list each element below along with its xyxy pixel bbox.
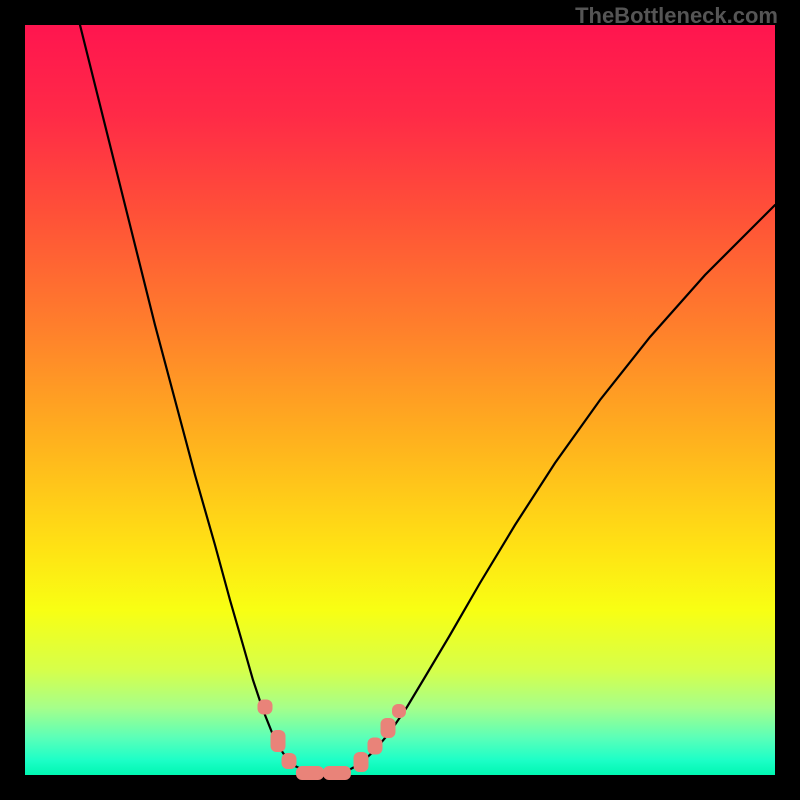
curve-marker [282, 753, 297, 769]
curve-marker [296, 766, 324, 780]
curve-marker [368, 738, 383, 755]
curve-marker [271, 730, 286, 752]
curve-marker [354, 752, 369, 772]
curve-marker [258, 700, 273, 715]
plot-background [25, 25, 775, 775]
watermark-text: TheBottleneck.com [575, 3, 778, 29]
curve-marker [323, 766, 351, 780]
bottleneck-chart [0, 0, 800, 800]
curve-marker [392, 704, 406, 718]
chart-frame: TheBottleneck.com [0, 0, 800, 800]
curve-marker [381, 718, 396, 738]
